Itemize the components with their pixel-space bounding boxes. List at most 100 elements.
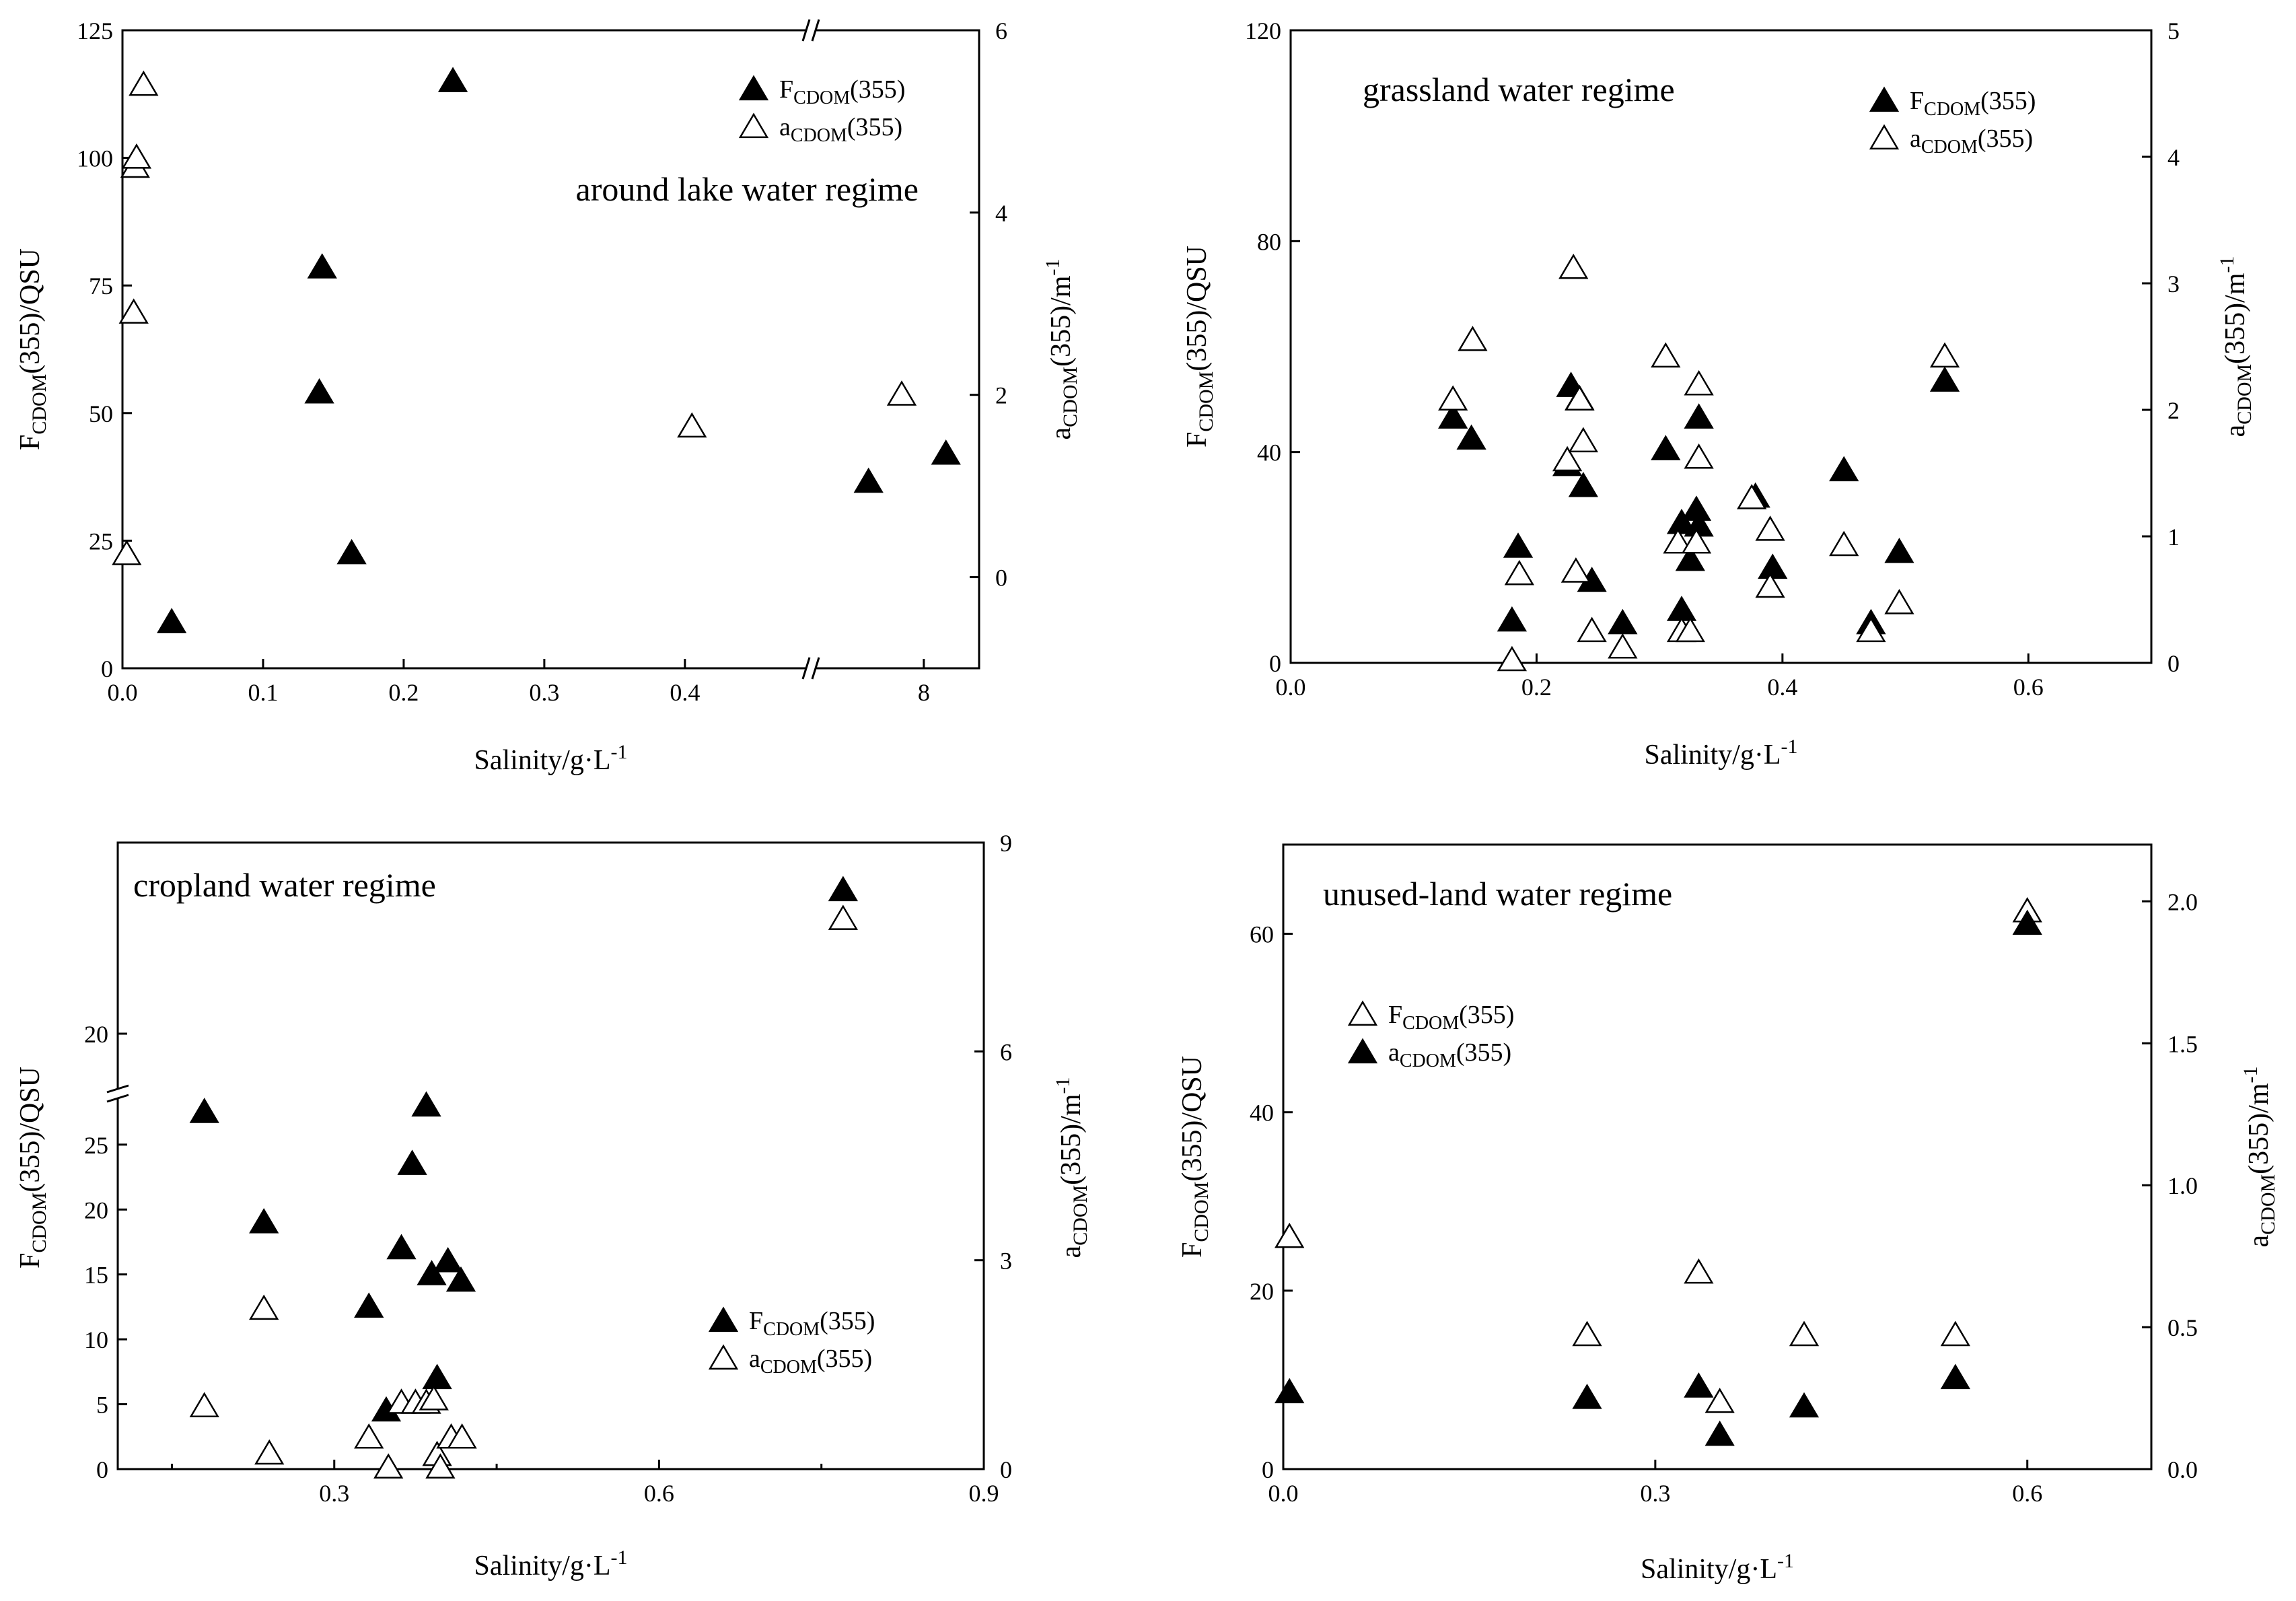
y-left-axis-title: FCDOM(355)/QSU <box>1182 246 1217 448</box>
y-right-tick-label: 3 <box>1000 1248 1012 1275</box>
x-axis-title: Salinity/g·L-1 <box>1645 736 1798 771</box>
data-point-acdom <box>1684 369 1714 396</box>
y-left-tick-label: 60 <box>1250 921 1274 948</box>
plot-frame <box>121 29 980 670</box>
data-point-fcdom <box>1929 366 1960 392</box>
data-point-acdom <box>1497 645 1528 672</box>
y-left-tick-label: 15 <box>84 1262 108 1289</box>
data-point-fcdom <box>249 1208 279 1234</box>
data-point-acdom <box>373 1453 404 1479</box>
panel-around-lake: 0.0 0.1 0.2 0.3 0.4 8 0 25 50 75 100 125 0 2 4 6 around … <box>15 17 1081 776</box>
x-tick-label: 0.1 <box>248 679 278 706</box>
x-tick-label: 8 <box>918 679 930 706</box>
data-point-fcdom <box>1438 403 1468 429</box>
data-point-fcdom <box>828 876 859 902</box>
data-point-acdom <box>677 412 707 438</box>
legend-label-1: aCDOM(355) <box>1388 1038 1511 1071</box>
data-point-acdom <box>447 1423 477 1449</box>
data-point-fcdom <box>354 1292 384 1318</box>
data-point-acdom <box>1504 559 1534 585</box>
y-left-tick-label: 75 <box>89 273 113 299</box>
legend-marker-1 <box>1347 1038 1378 1064</box>
legend-marker-1 <box>1869 124 1900 150</box>
data-point-fcdom <box>397 1149 427 1175</box>
legend-marker-1 <box>738 112 769 139</box>
y-right-tick-label: 2 <box>995 382 1007 409</box>
y-right-tick-label: 0 <box>1000 1456 1012 1483</box>
data-point-fcdom <box>189 1098 219 1123</box>
data-point-fcdom <box>422 1363 452 1390</box>
data-point-fcdom <box>1456 424 1486 450</box>
data-point-fcdom <box>433 1246 463 1273</box>
x-tick-label: 0.6 <box>644 1480 674 1507</box>
x-tick-label: 0.3 <box>319 1480 349 1507</box>
y-right-tick-label: 0 <box>2167 650 2180 677</box>
data-point-acdom <box>1565 385 1595 411</box>
legend-marker-0 <box>1347 1000 1378 1026</box>
data-point-fcdom <box>1666 508 1697 534</box>
y-right-axis-title: aCDOM(355)/m-1 <box>1052 1077 1091 1258</box>
legend-marker-0 <box>738 75 769 101</box>
data-point-fcdom <box>156 608 187 633</box>
y-right-tick-label: 0.5 <box>2167 1314 2198 1341</box>
x-axis-title: Salinity/g·L-1 <box>474 1546 628 1581</box>
panel-title: grassland water regime <box>1363 71 1675 108</box>
y-left-axis-title: FCDOM(355)/QSU <box>15 1067 50 1269</box>
y-left-tick-label: 20 <box>84 1021 108 1048</box>
data-point-acdom <box>112 540 142 565</box>
y-right-tick-label: 6 <box>995 17 1007 44</box>
y-right-tick-label: 0.0 <box>2167 1456 2198 1483</box>
y-right-tick-label: 5 <box>2167 17 2180 44</box>
legend-marker-1 <box>708 1344 739 1370</box>
panel-title: around lake water regime <box>576 170 919 208</box>
y-left-axis-title: FCDOM(355)/QSU <box>1177 1056 1213 1258</box>
y-left-tick-label: 80 <box>1257 228 1281 255</box>
data-point-fcdom <box>1675 545 1705 571</box>
data-point-fcdom <box>1666 596 1697 621</box>
y-left-tick-label: 0 <box>96 1456 108 1483</box>
y-right-axis-title: aCDOM(355)/m-1 <box>2216 256 2256 437</box>
data-point-acdom <box>1884 589 1914 614</box>
legend-label-0: FCDOM(355) <box>1910 87 2036 120</box>
data-point-acdom <box>1681 528 1712 554</box>
panel-grassland: 0.0 0.2 0.4 0.6 0 40 80 120 0 1 2 3 4 5 grassland wate… <box>1182 17 2256 771</box>
x-tick-label: 0.2 <box>388 679 419 706</box>
x-tick-label: 0.0 <box>108 679 138 706</box>
data-point-acdom <box>1651 342 1681 368</box>
data-point-fcdom <box>1829 456 1859 482</box>
panel-title: unused-land water regime <box>1323 875 1672 913</box>
x-tick-label: 0.0 <box>1276 674 1306 701</box>
data-point-acdom <box>1675 616 1705 643</box>
data-point-acdom <box>1558 253 1589 279</box>
y-left-tick-label: 40 <box>1257 439 1281 466</box>
data-point-fcdom <box>304 378 334 404</box>
x-tick-label: 0.3 <box>529 679 559 706</box>
y-left-tick-label: 20 <box>84 1197 108 1223</box>
legend-label-1: aCDOM(355) <box>749 1345 872 1378</box>
data-point-acdom <box>1856 616 1886 643</box>
y-right-tick-label: 6 <box>1000 1038 1012 1065</box>
y-right-tick-label: 2.0 <box>2167 888 2198 915</box>
y-left-tick-label: 100 <box>77 145 113 172</box>
data-point-acdom <box>1684 1372 1714 1398</box>
data-point-acdom <box>1438 385 1468 411</box>
y-right-tick-label: 3 <box>2167 271 2180 297</box>
x-tick-label: 0.4 <box>670 679 700 706</box>
y-left-tick-label: 25 <box>89 528 113 555</box>
data-point-fcdom <box>1884 538 1914 563</box>
data-point-fcdom <box>1789 1320 1820 1347</box>
data-point-fcdom <box>1684 403 1714 429</box>
data-point-acdom <box>354 1423 384 1449</box>
data-point-fcdom <box>445 1266 476 1292</box>
data-point-fcdom <box>437 67 468 92</box>
data-point-fcdom <box>417 1260 447 1285</box>
data-point-fcdom <box>1568 472 1598 497</box>
data-point-fcdom <box>386 1234 417 1260</box>
data-point-fcdom <box>307 253 337 279</box>
legend-label-0: FCDOM(355) <box>779 75 905 108</box>
data-point-fcdom <box>1705 1388 1735 1413</box>
x-axis-title: Salinity/g·L-1 <box>474 741 628 776</box>
y-left-tick-label: 50 <box>89 400 113 427</box>
x-tick-label: 0.0 <box>1268 1480 1299 1507</box>
data-point-acdom <box>1829 530 1859 557</box>
